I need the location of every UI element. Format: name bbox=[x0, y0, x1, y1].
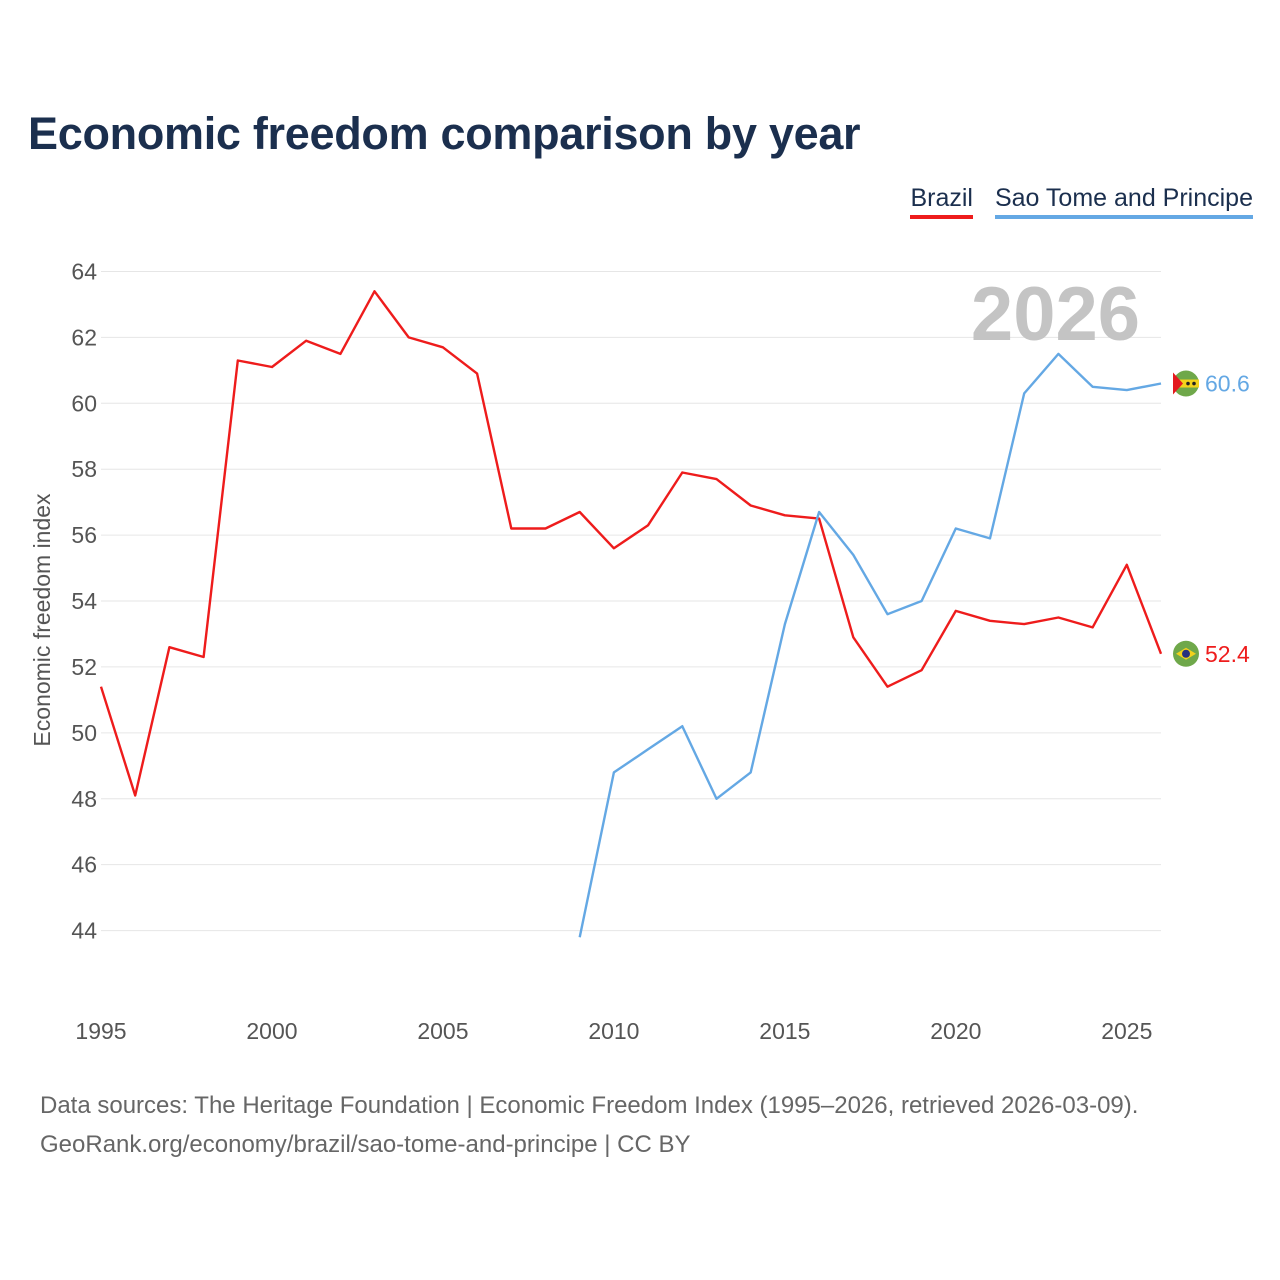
flag-red-triangle bbox=[1173, 372, 1183, 395]
source-note: Data sources: The Heritage Foundation | … bbox=[40, 1086, 1138, 1164]
x-axis-ticks: 1995 2000 2005 2010 2015 2020 2025 bbox=[75, 1018, 1152, 1044]
legend-item-sao-tome-and-principe[interactable]: Sao Tome and Principe bbox=[994, 184, 1253, 219]
chart-title: Economic freedom comparison by year bbox=[28, 108, 861, 159]
flag-star bbox=[1192, 381, 1196, 386]
year-watermark: 2026 bbox=[971, 272, 1140, 357]
y-tick-label-58: 58 bbox=[71, 456, 97, 482]
brazil-flag-icon bbox=[1173, 640, 1199, 667]
legend-item-brazil[interactable]: Brazil bbox=[910, 184, 973, 219]
end-markers: 52.4 60.6 bbox=[1173, 370, 1250, 667]
x-tick-label-2025: 2025 bbox=[1101, 1018, 1152, 1044]
line-chart: 44 46 48 50 52 54 56 58 60 62 64 1995 2000 2005 2010 2… bbox=[29, 258, 1250, 1044]
y-axis-label: Economic freedom index bbox=[29, 493, 55, 747]
sao-tome-flag-icon bbox=[1173, 370, 1199, 397]
y-tick-label-50: 50 bbox=[71, 720, 97, 746]
y-tick-label-46: 46 bbox=[71, 852, 97, 878]
x-tick-label-2015: 2015 bbox=[759, 1018, 810, 1044]
y-tick-label-56: 56 bbox=[71, 522, 97, 548]
x-tick-label-2020: 2020 bbox=[930, 1018, 981, 1044]
y-axis-ticks: 44 46 48 50 52 54 56 58 60 62 64 bbox=[71, 258, 97, 943]
y-tick-label-48: 48 bbox=[71, 786, 97, 812]
flag-globe bbox=[1182, 649, 1190, 658]
source-line-2: GeoRank.org/economy/brazil/sao-tome-and-… bbox=[40, 1131, 691, 1158]
source-line-1: Data sources: The Heritage Foundation | … bbox=[40, 1092, 1139, 1119]
y-tick-label-44: 44 bbox=[71, 918, 97, 944]
y-tick-label-52: 52 bbox=[71, 654, 97, 680]
x-tick-label-2010: 2010 bbox=[588, 1018, 639, 1044]
flag-yellow-band bbox=[1173, 379, 1199, 388]
y-tick-label-62: 62 bbox=[71, 324, 97, 350]
series-layer bbox=[99, 290, 1163, 938]
legend: Brazil Sao Tome and Principe bbox=[910, 184, 1253, 219]
y-tick-label-64: 64 bbox=[71, 258, 97, 284]
grid bbox=[101, 270, 1161, 932]
x-tick-label-1995: 1995 bbox=[75, 1018, 126, 1044]
end-label-brazil: 52.4 bbox=[1205, 641, 1250, 667]
x-tick-label-2000: 2000 bbox=[246, 1018, 297, 1044]
flag-star bbox=[1186, 381, 1190, 386]
y-tick-label-54: 54 bbox=[71, 588, 97, 614]
end-label-sao-tome-and-principe: 60.6 bbox=[1205, 371, 1250, 397]
series-line-brazil bbox=[99, 290, 1163, 797]
series-line-sao-tome-and-principe bbox=[578, 352, 1162, 938]
y-tick-label-60: 60 bbox=[71, 390, 97, 416]
x-tick-label-2005: 2005 bbox=[417, 1018, 468, 1044]
